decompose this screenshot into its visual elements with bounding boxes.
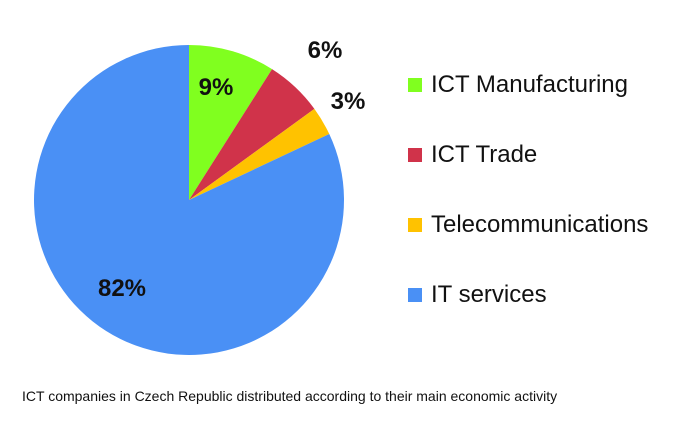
pie-slice-it-services <box>34 45 345 355</box>
legend-item-ict-trade: ICT Trade <box>408 138 537 172</box>
legend-swatch-ict-trade <box>408 148 422 162</box>
slice-value-label-ict-trade: 6% <box>308 37 343 64</box>
legend-swatch-ict-manufacturing <box>408 78 422 92</box>
legend-label-ict-manufacturing: ICT Manufacturing <box>431 71 628 98</box>
slice-value-label-ict-manufacturing: 9% <box>199 74 234 101</box>
legend-label-ict-trade: ICT Trade <box>431 141 538 168</box>
legend-label-it-services: IT services <box>431 281 547 308</box>
pie-slice-telecommunications <box>189 108 330 200</box>
legend-swatch-it-services <box>408 288 422 302</box>
slice-value-label-it-services: 82% <box>98 275 146 302</box>
legend-item-telecommunications: Telecommunications <box>408 208 648 242</box>
legend-item-it-services: IT services <box>408 278 547 312</box>
legend-swatch-telecommunications <box>408 218 422 232</box>
chart-caption: ICT companies in Czech Republic distribu… <box>22 388 558 404</box>
legend-item-ict-manufacturing: ICT Manufacturing <box>408 68 628 102</box>
pie-slice-ict-trade <box>189 69 315 200</box>
pie-slice-ict-manufacturing <box>189 45 273 200</box>
slice-value-label-telecommunications: 3% <box>331 88 366 115</box>
legend-label-telecommunications: Telecommunications <box>431 211 649 238</box>
